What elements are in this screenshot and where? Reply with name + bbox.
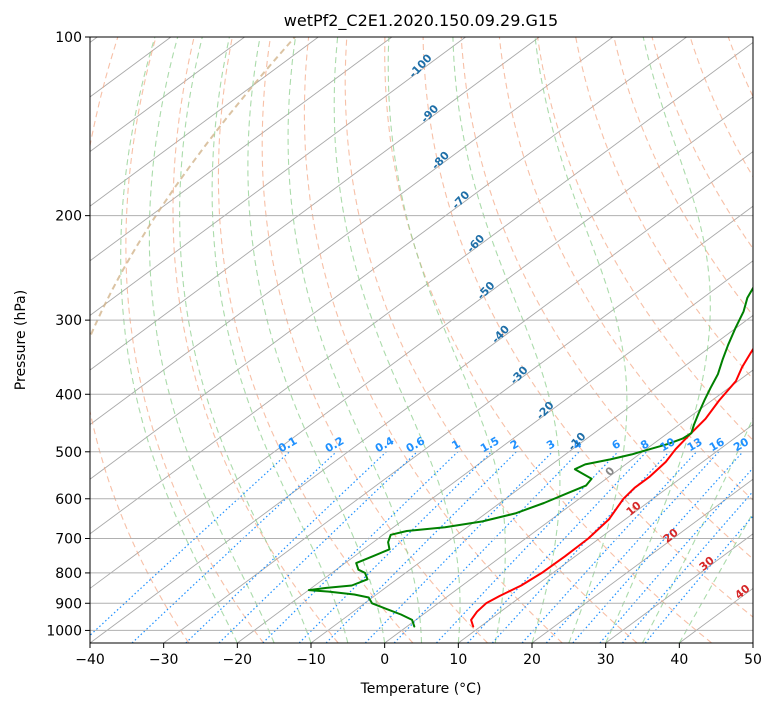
isotherm-line [310,314,753,643]
y-tick-label: 200 [55,209,82,225]
y-tick-label: 1000 [46,623,82,639]
saturation-curve [90,37,296,643]
dry-adiabat-line [537,37,753,441]
y-tick-label: 600 [55,492,82,508]
mixing-ratio-line [131,451,337,643]
chart-title: wetPf2_C2E1.2020.150.09.29.G15 [284,11,558,31]
isotherm-line [90,37,614,426]
y-tick-label: 300 [55,313,82,329]
isotherm-line [90,37,319,207]
mixing-ratio-line [364,451,553,643]
y-axis-label: Pressure (hPa) [13,290,29,390]
isotherm-line [752,642,753,643]
dry-adiabat-line [575,37,753,380]
x-tick-label: 20 [523,652,541,668]
x-axis-label: Temperature (°C) [360,681,482,697]
dry-adiabat-line [303,37,563,643]
y-tick-label: 500 [55,445,82,461]
isotherm-line [237,260,753,643]
x-tick-label: 40 [670,652,688,668]
red-profile-line [470,347,753,628]
background-lines [90,37,775,643]
dry-adiabat-line [90,37,190,643]
dry-adiabat-line [384,37,713,643]
moist-adiabat-line [333,37,461,643]
y-tick-label: 400 [55,387,82,403]
x-tick-label: 0 [380,652,389,668]
isotherm-line [605,533,753,643]
moist-adiabat-line [287,37,423,643]
isotherm-line [163,205,753,643]
dry-adiabat-line [217,37,414,643]
mixing-ratio-line [218,451,418,643]
pressure-gridlines [90,215,753,631]
dry-adiabat-line [460,37,753,560]
isotherm-line [458,424,753,643]
dry-adiabat-line [125,37,264,643]
x-tick-label: −10 [296,652,326,668]
dry-adiabat-line [767,37,775,643]
x-tick-label: −20 [223,652,253,668]
mixing-ratio-line [521,451,698,643]
dry-adiabat-line [261,37,488,643]
mixing-ratio-line [298,451,492,643]
moist-adiabat-line [247,37,386,643]
y-tick-label: 800 [55,566,82,582]
x-axis-ticks: −40 −30 −20 −10 0 10 20 30 40 50 [75,643,762,668]
plot-frame [89,36,754,644]
mixing-ratio-line [393,451,580,643]
isotherm-line [384,369,753,643]
dry-adiabat-line [344,37,638,643]
green-profile-line [307,286,753,628]
x-tick-label: 30 [597,652,615,668]
isotherm-line [531,478,753,643]
plot-background [90,37,753,643]
mixing-ratio-line [262,451,459,643]
x-tick-label: 50 [744,652,762,668]
mixing-ratio-line [545,451,720,643]
x-tick-label: 10 [449,652,467,668]
x-tick-label: −30 [149,652,179,668]
isotherm-line [90,96,753,589]
moist-adiabat-line [120,37,238,643]
moist-adiabat-line [452,37,561,643]
dry-adiabat-line [613,37,753,317]
mixing-ratio-line [572,451,744,643]
isotherm-line [90,37,245,153]
dry-adiabat-line [498,37,753,501]
y-tick-label: 700 [55,532,82,548]
isotherm-line [90,37,466,316]
y-axis-ticks: 100 200 300 400 500 600 700 800 900 1000 [46,30,90,639]
dry-adiabat-line [651,37,753,250]
isotherm-line [90,37,540,371]
moist-adiabat-line [387,37,506,643]
mixing-ratio-line [90,451,290,637]
isotherm-line [90,37,393,262]
moist-adiabat-line [148,37,275,643]
moist-adiabat-line [211,37,349,643]
isotherm-line [90,41,753,535]
isotherm-line [90,37,687,480]
dry-adiabat-line [422,37,753,618]
mixing-ratio-line [644,515,753,643]
moist-adiabat-line [642,416,753,643]
mixing-ratio-line [325,451,517,643]
x-tick-label: −40 [75,652,105,668]
profile-lines [307,286,753,628]
y-tick-label: 100 [55,30,82,46]
moist-adiabat-line [179,37,312,643]
y-tick-label: 900 [55,596,82,612]
